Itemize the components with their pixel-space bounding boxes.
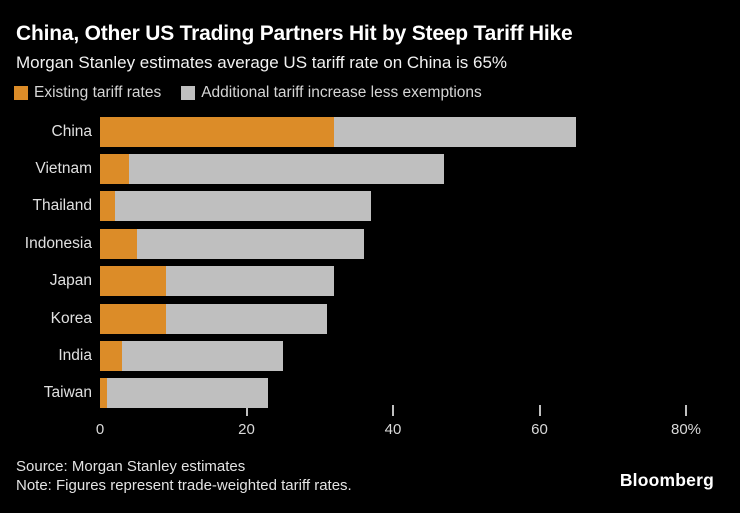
x-tick-label: 0: [95, 421, 105, 438]
bar-segment-additional: [121, 341, 284, 372]
bar-row: Taiwan: [0, 375, 740, 412]
bar-track: [100, 266, 335, 297]
bar-row: Korea: [0, 300, 740, 337]
bar-segment-existing: [100, 378, 108, 409]
x-tick-label: 60: [531, 421, 548, 438]
category-label: Vietnam: [35, 160, 92, 178]
legend-swatch-additional: [181, 86, 196, 100]
category-label: Indonesia: [24, 234, 92, 252]
category-label: Japan: [49, 272, 92, 290]
bar-segment-existing: [100, 266, 166, 297]
bar-track: [100, 191, 372, 222]
bar-track: [100, 303, 328, 334]
stacked-bar-chart: China Vietnam Thailand Indonesia Japan Korea I…: [0, 113, 740, 412]
legend-swatch-existing: [14, 86, 28, 100]
bar-row: China: [0, 113, 740, 150]
category-label: Taiwan: [43, 384, 92, 402]
bar-segment-existing: [100, 341, 122, 372]
bar-row: India: [0, 337, 740, 374]
chart-title: China, Other US Trading Partners Hit by …: [16, 22, 573, 45]
bar-track: [100, 154, 445, 185]
legend-label: Existing tariff rates: [34, 84, 162, 101]
note-text: Note: Figures represent trade-weighted t…: [16, 477, 352, 494]
legend-label: Additional tariff increase less exemptio…: [201, 84, 482, 101]
bar-track: [100, 228, 364, 259]
bar-segment-existing: [100, 116, 335, 147]
bar-segment-additional: [334, 116, 577, 147]
bar-segment-additional: [129, 154, 445, 185]
legend-item-additional: Additional tariff increase less exemptio…: [181, 84, 482, 102]
bloomberg-logo: Bloomberg: [619, 470, 714, 490]
source-text: Source: Morgan Stanley estimates: [16, 458, 246, 475]
category-label: Korea: [50, 309, 92, 327]
bar-row: Indonesia: [0, 225, 740, 262]
legend-item-existing: Existing tariff rates: [14, 84, 161, 102]
bar-segment-existing: [100, 228, 137, 259]
bar-track: [100, 116, 577, 147]
chart-legend: Existing tariff rates Additional tariff i…: [14, 84, 482, 102]
bar-track: [100, 341, 284, 372]
x-tick-label: 80%: [670, 421, 702, 438]
category-label: China: [51, 122, 93, 140]
bar-segment-additional: [165, 266, 335, 297]
bar-track: [100, 378, 269, 409]
x-tick-label: 20: [238, 421, 255, 438]
bar-segment-existing: [100, 303, 166, 334]
bar-row: Japan: [0, 263, 740, 300]
category-label: Thailand: [32, 197, 92, 215]
bar-segment-additional: [136, 228, 364, 259]
bar-segment-additional: [107, 378, 269, 409]
chart-subtitle: Morgan Stanley estimates average US tari…: [16, 53, 508, 72]
category-label: India: [58, 347, 92, 365]
bar-segment-additional: [165, 303, 328, 334]
bar-row: Vietnam: [0, 150, 740, 187]
bar-segment-existing: [100, 191, 115, 222]
x-tick-label: 40: [384, 421, 402, 438]
bar-segment-existing: [100, 154, 130, 185]
bar-segment-additional: [114, 191, 372, 222]
bar-row: Thailand: [0, 188, 740, 225]
